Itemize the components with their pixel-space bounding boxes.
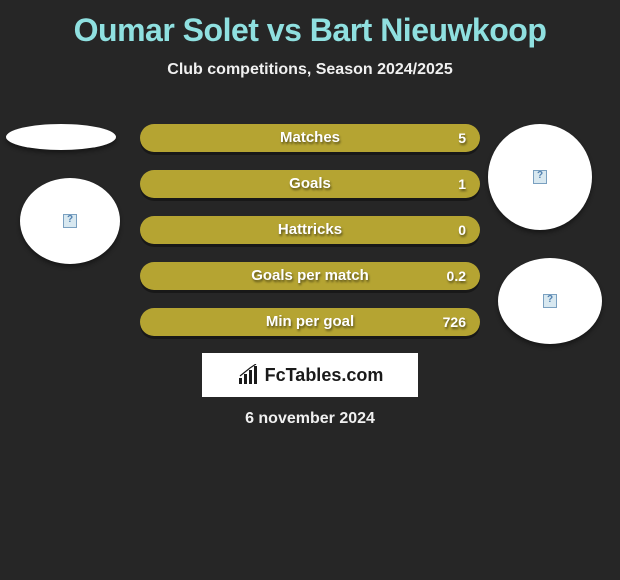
stat-label: Hattricks	[140, 216, 480, 244]
brand-box: FcTables.com	[202, 353, 418, 397]
stat-label: Goals	[140, 170, 480, 198]
stat-row: Goals1	[140, 170, 480, 198]
player-left-oval	[6, 124, 116, 150]
stat-right-value: 0	[458, 216, 466, 244]
placeholder-icon	[533, 170, 547, 184]
placeholder-icon	[543, 294, 557, 308]
placeholder-icon	[63, 214, 77, 228]
page-title: Oumar Solet vs Bart Nieuwkoop	[0, 0, 620, 49]
stat-right-value: 5	[458, 124, 466, 152]
stat-label: Goals per match	[140, 262, 480, 290]
stat-row: Goals per match0.2	[140, 262, 480, 290]
player-left-circle	[20, 178, 120, 264]
stat-label: Matches	[140, 124, 480, 152]
brand-text: FcTables.com	[265, 365, 384, 386]
stats-container: Matches5Goals1Hattricks0Goals per match0…	[140, 124, 480, 354]
stat-right-value: 0.2	[447, 262, 466, 290]
date-text: 6 november 2024	[0, 410, 620, 428]
stat-right-value: 726	[443, 308, 466, 336]
stat-row: Hattricks0	[140, 216, 480, 244]
subtitle: Club competitions, Season 2024/2025	[0, 61, 620, 79]
player-right-circle-top	[488, 124, 592, 230]
player-right-circle-bottom	[498, 258, 602, 344]
brand-chart-icon	[237, 364, 259, 386]
stat-row: Matches5	[140, 124, 480, 152]
stat-right-value: 1	[458, 170, 466, 198]
stat-row: Min per goal726	[140, 308, 480, 336]
stat-label: Min per goal	[140, 308, 480, 336]
